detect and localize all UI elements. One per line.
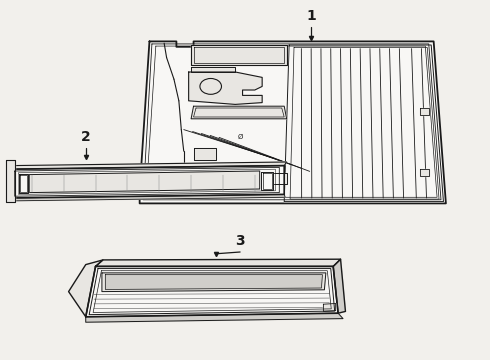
Text: 2: 2 [81,130,91,144]
Polygon shape [191,67,235,72]
Polygon shape [194,148,216,160]
Polygon shape [272,173,287,184]
Polygon shape [284,45,443,202]
Polygon shape [10,194,285,201]
Polygon shape [96,259,341,266]
Polygon shape [105,275,322,289]
Polygon shape [102,273,326,292]
Polygon shape [191,45,287,65]
Polygon shape [191,106,287,119]
Polygon shape [86,266,338,317]
Polygon shape [333,259,345,313]
Polygon shape [140,41,446,203]
Polygon shape [216,171,233,184]
Text: 1: 1 [306,9,316,23]
Polygon shape [261,172,273,190]
Polygon shape [19,174,28,193]
Polygon shape [86,313,343,322]
Polygon shape [420,108,429,115]
Text: Ø: Ø [238,134,243,140]
Polygon shape [420,169,429,176]
Polygon shape [29,171,260,193]
Polygon shape [189,72,262,104]
Polygon shape [6,160,15,202]
Text: 3: 3 [235,234,245,248]
Polygon shape [323,303,336,311]
Polygon shape [10,166,284,198]
Polygon shape [69,260,103,317]
Polygon shape [10,162,287,169]
